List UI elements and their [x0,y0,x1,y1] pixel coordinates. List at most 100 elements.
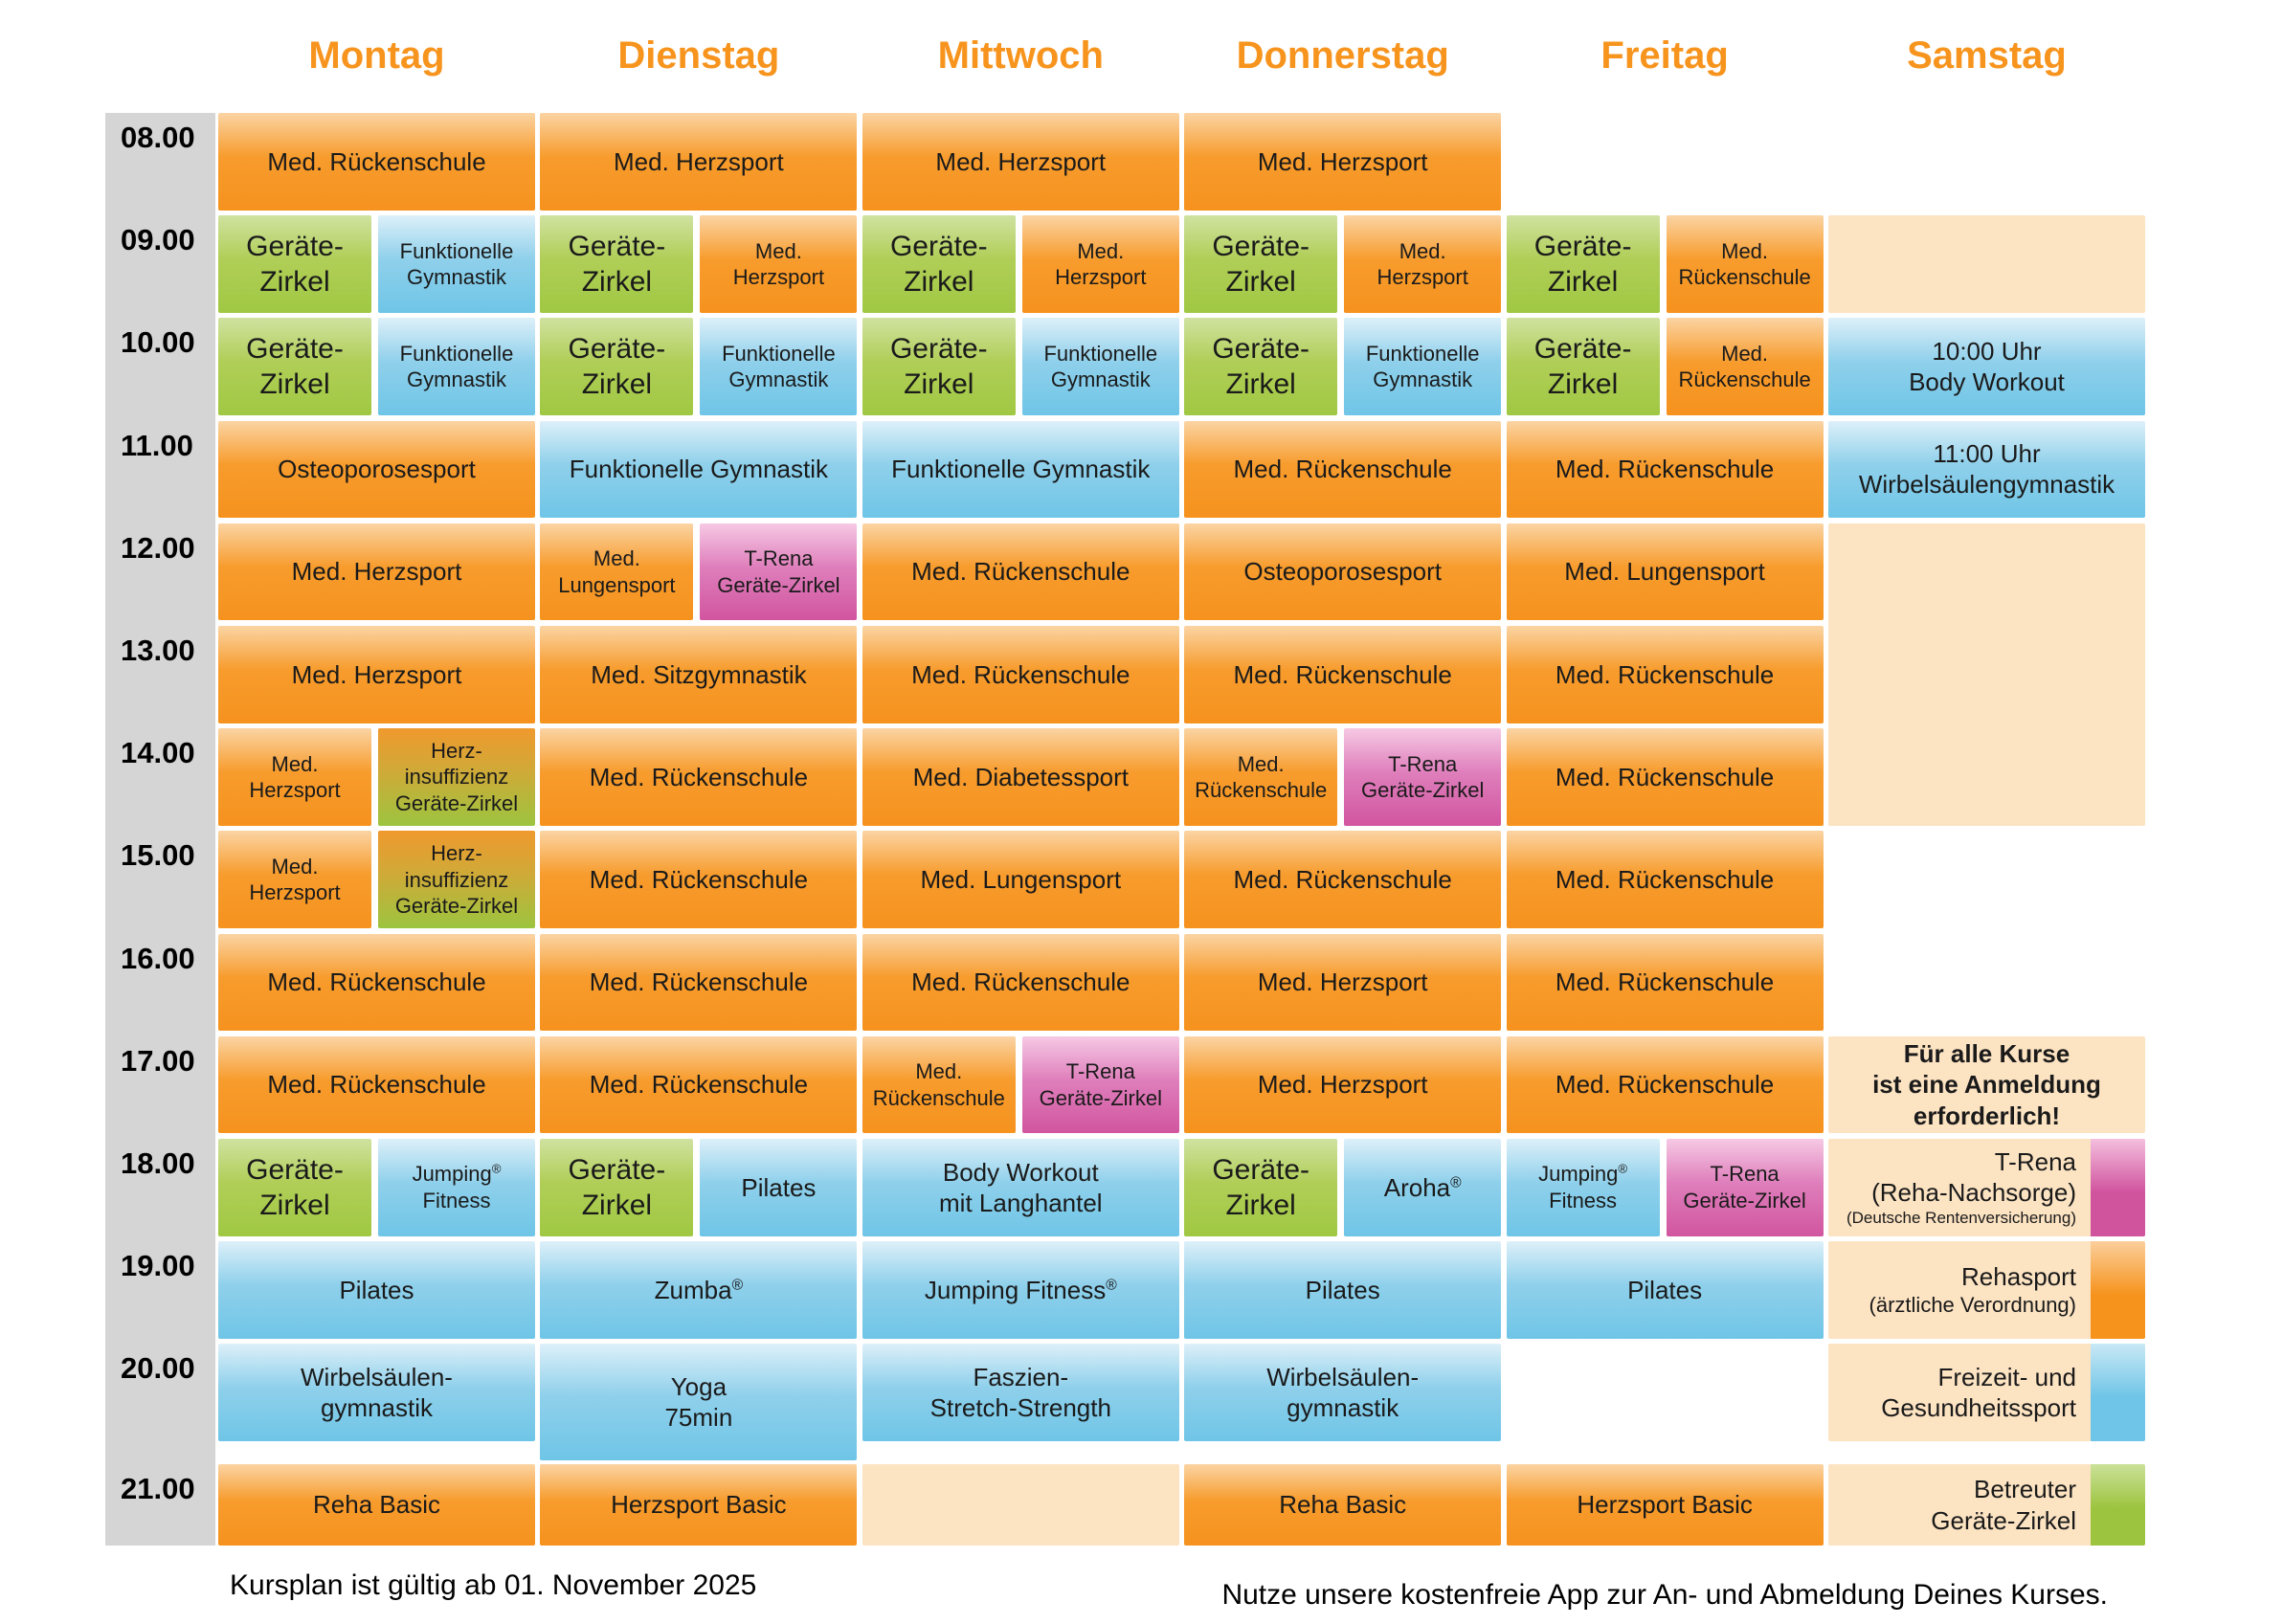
event-label: Med. Rückenschule [1555,968,1775,997]
time-label-0800: 08.00 [121,121,195,154]
event-label: Med. [754,238,802,263]
event-label: Geräte-Zirkel [394,790,519,815]
event-label: Geräte- [246,332,344,365]
event-med: Med. Herzsport [1021,215,1179,313]
event-label: 10:00 Uhr [1932,336,2042,366]
event-label: Geräte-Zirkel [717,572,840,597]
event-label: Herzsport [732,264,825,289]
event-med: Med. Herzsport [218,831,371,928]
event-label: Osteoporosesport [278,455,476,484]
event-label: Reha Basic [313,1490,440,1520]
event-med-diabetessport: Med. Diabetessport [862,728,1179,826]
time-label-1000: 10.00 [121,325,195,360]
event-label: Geräte- [246,230,344,262]
day-header-dienstag: Dienstag [617,34,780,77]
event-med: Med. Rückenschule [1184,728,1338,826]
event-label: Body Workout [942,1157,1099,1187]
event-reha-basic: Reha Basic [218,1464,535,1546]
event-label: 11:00 Uhr [1933,439,2041,469]
event-label: Med. Rückenschule [589,865,809,895]
event-med-rückenschule: Med. Rückenschule [862,626,1179,723]
event-osteoporosesport: Osteoporosesport [1184,523,1502,621]
event-label: Herzsport [249,880,341,905]
event-label: Zirkel [1225,1189,1296,1221]
event-herzsport-basic: Herzsport Basic [540,1464,858,1546]
event-label: Med. [915,1059,963,1084]
event-label: Zirkel [1225,368,1296,401]
event-funktionelle: Funktionelle Gymnastik [700,318,858,415]
event-label: Med. Rückenschule [267,146,486,176]
event-label: Zirkel [581,368,653,401]
event-geräte: Geräte- Zirkel [862,318,1016,415]
event-label: Zirkel [1547,265,1619,298]
event-label: Funktionelle [1043,341,1158,366]
event-label: Wirbelsäulen- [301,1362,453,1391]
event-label: Med. Herzsport [1257,146,1428,176]
event-geräte: Geräte- Zirkel [218,318,371,415]
event-med-herzsport: Med. Herzsport [1184,933,1502,1032]
time-label-2100: 21.00 [121,1472,195,1505]
event-label: Med. Rückenschule [1555,762,1775,791]
event-label: Lungensport [558,572,676,597]
event-med-rückenschule: Med. Rückenschule [540,933,858,1032]
event-jumping: Jumping® Fitness [1506,1139,1660,1236]
event-med-rückenschule: Med. Rückenschule [1184,626,1502,723]
event-label: Funktionelle Gymnastik [569,455,828,484]
time-label-1900: 19.00 [121,1249,195,1283]
time-label-1800: 18.00 [121,1146,195,1180]
event-med-rückenschule: Med. Rückenschule [1506,728,1824,826]
event-label: Funktionelle [399,341,514,366]
event-label: Zirkel [581,1189,653,1221]
event-label: Herzsport Basic [611,1490,787,1520]
event-med-rückenschule: Med. Rückenschule [1506,831,1824,928]
event-med-herzsport: Med. Herzsport [218,523,535,621]
event-med-herzsport: Med. Herzsport [1184,1035,1502,1134]
event-label: Herzsport [249,777,341,802]
legend-color-swatch-green [2091,1464,2145,1546]
event-med-rückenschule: Med. Rückenschule [862,523,1179,621]
event-label: Freizeit- und [1937,1362,2077,1391]
event-funktionelle: Funktionelle Gymnastik [1344,318,1502,415]
event-label: Geräte-Zirkel [1361,777,1485,802]
event-faszien: Faszien- Stretch-Strength [862,1344,1179,1441]
event-label: Funktionelle [1365,341,1480,366]
event-label: Rückenschule [1195,777,1328,802]
event-label: Med. Rückenschule [589,1070,809,1100]
event-label: 75min [664,1403,733,1433]
event-label: Geräte- [1212,1153,1310,1186]
event-label: Med. Rückenschule [589,968,809,997]
event-label: (Deutsche Rentenversicherung) [1846,1209,2076,1228]
event-label: Geräte- [1212,230,1310,262]
event-label: Gymnastik [407,264,506,289]
event-label: Zirkel [581,265,653,298]
event-label: Geräte- [1533,332,1632,365]
event-label: (ärztliche Verordnung) [1869,1293,2076,1318]
event-funktionelle: Funktionelle Gymnastik [1021,318,1179,415]
event-funktionelle: Funktionelle Gymnastik [378,215,535,313]
event-label: Gymnastik [1373,367,1473,392]
event-label: Med. [1077,238,1125,263]
event-label: Herzsport [1055,264,1147,289]
event-med-rückenschule: Med. Rückenschule [218,113,535,211]
event-med-rückenschule: Med. Rückenschule [1506,933,1824,1032]
event-geräte: Geräte- Zirkel [1506,215,1660,313]
event-label: Geräte-Zirkel [1683,1188,1806,1212]
event-med-herzsport: Med. Herzsport [540,113,858,211]
event-label: Aroha® [1383,1172,1462,1202]
event-label: Geräte- [1212,332,1310,365]
event-label: Gymnastik [728,367,829,392]
time-label-1600: 16.00 [121,941,195,975]
day-header-donnerstag: Donnerstag [1236,34,1449,77]
event-empty [1828,215,2145,313]
event-med-lungensport: Med. Lungensport [1506,523,1824,621]
event-label: Gymnastik [407,367,506,392]
event-label: T-Rena [744,546,814,571]
event-label: T-Rena [1994,1146,2076,1176]
event-geräte: Geräte- Zirkel [1184,215,1338,313]
event-label: Funktionelle Gymnastik [891,455,1151,484]
event-label: Geräte- [568,230,666,262]
event-label: Zirkel [904,368,974,401]
event-label: Betreuter [1974,1475,2076,1504]
event-label: Med. Rückenschule [1233,865,1452,895]
